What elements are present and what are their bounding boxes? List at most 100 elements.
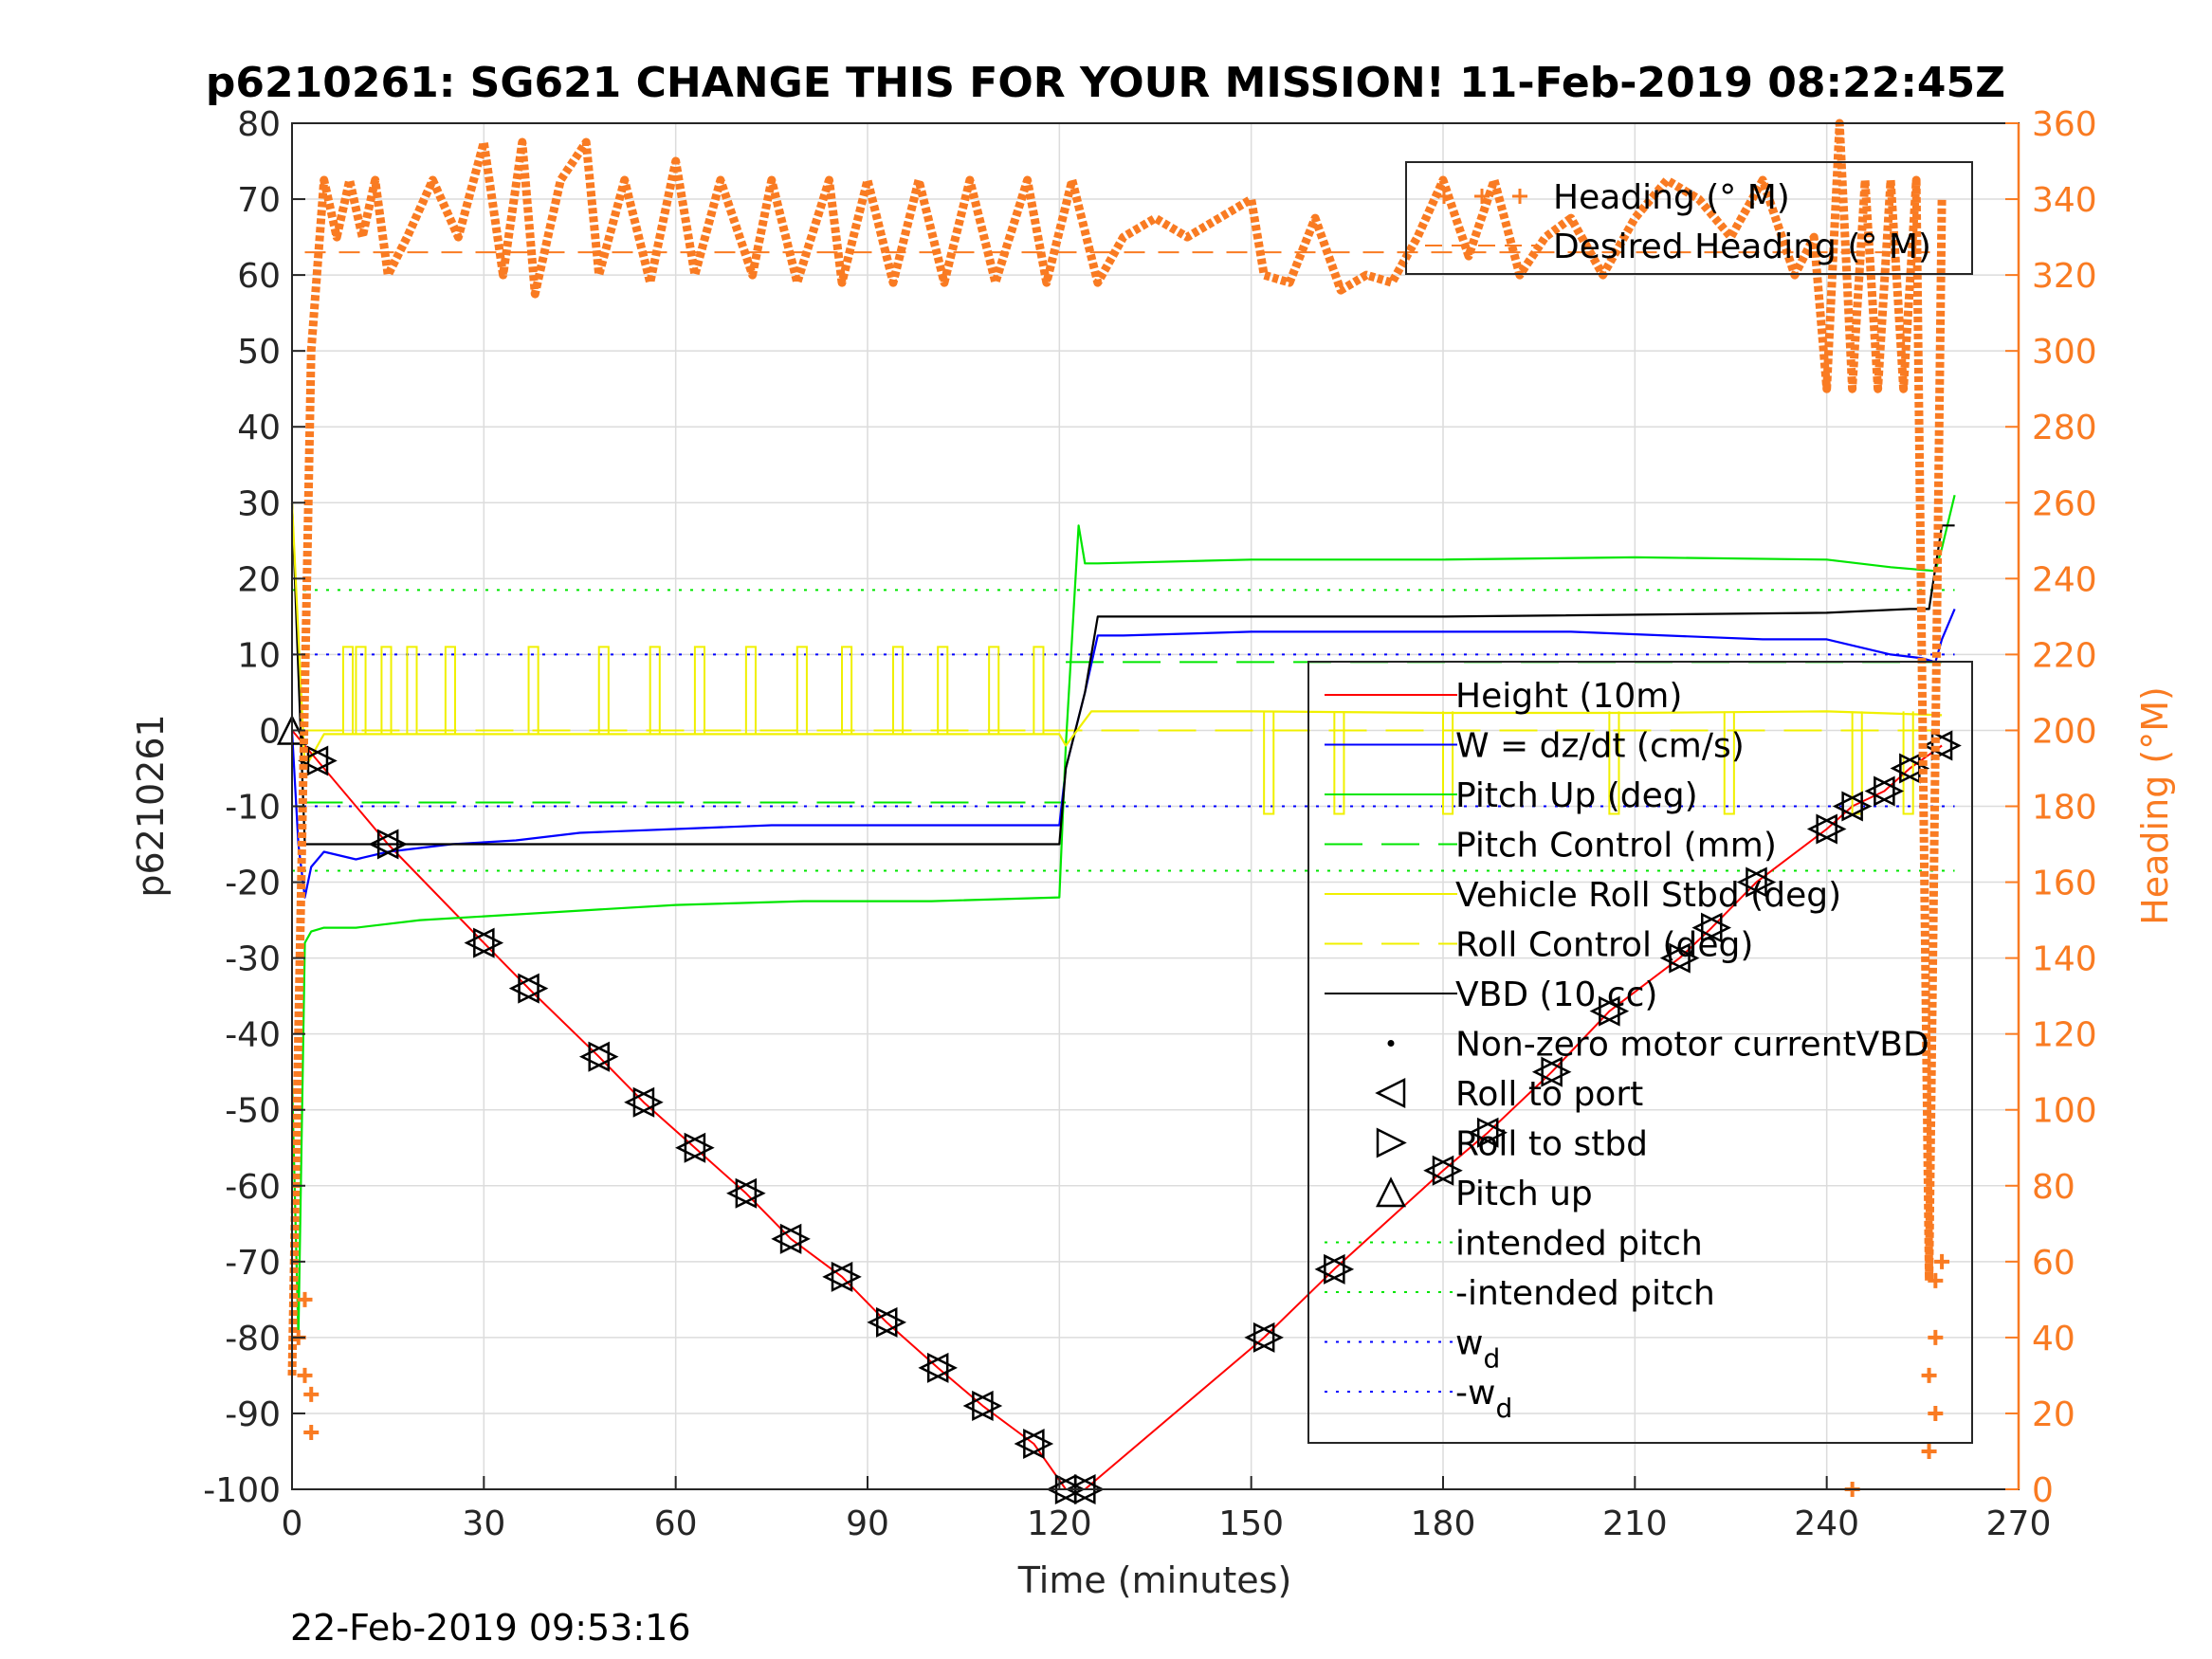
- roll-spike: [693, 646, 706, 735]
- y2-tick-label: 120: [2032, 1016, 2097, 1055]
- x-tick-label: 90: [846, 1504, 889, 1543]
- roll-marker: [1244, 1322, 1275, 1353]
- x-tick-label: 150: [1218, 1504, 1284, 1543]
- legend-label: Roll to port: [1455, 1075, 1643, 1114]
- roll-spike: [1851, 711, 1863, 815]
- roll-spike: [841, 646, 853, 735]
- y-tick-label: 80: [237, 105, 281, 144]
- roll-spike: [406, 646, 418, 735]
- roll-marker: [1806, 813, 1837, 845]
- roll-marker: [1659, 942, 1691, 974]
- roll-marker: [1541, 1056, 1572, 1087]
- roll-marker: [1669, 942, 1700, 974]
- roll-marker: [632, 1086, 664, 1118]
- roll-marker: [1599, 995, 1630, 1027]
- roll-marker: [1014, 1428, 1045, 1459]
- roll-marker: [518, 973, 549, 1004]
- y2-tick-label: 40: [2032, 1320, 2075, 1358]
- legend-swatch: [1387, 1040, 1395, 1047]
- roll-marker: [508, 973, 539, 1004]
- y2-tick-label: 100: [2032, 1092, 2097, 1131]
- legend-label: W = dz/dt (cm/s): [1455, 727, 1745, 766]
- roll-marker: [1023, 1428, 1054, 1459]
- roll-spike: [937, 646, 949, 735]
- y2-tick-label: 300: [2032, 333, 2097, 372]
- roll-marker: [1314, 1253, 1345, 1285]
- roll-spike: [341, 646, 355, 735]
- y-tick-label: -60: [225, 1168, 281, 1207]
- x-axis-label: Time (minutes): [1017, 1559, 1292, 1601]
- y-tick-label: 70: [237, 181, 281, 220]
- y-tick-label: -90: [225, 1395, 281, 1434]
- roll-marker: [1899, 753, 1930, 784]
- roll-marker: [1841, 791, 1873, 822]
- y-tick-label: -80: [225, 1320, 281, 1358]
- heading-plus-marker: [1934, 1253, 1950, 1269]
- roll-marker: [1691, 912, 1723, 943]
- roll-spike: [1442, 711, 1454, 815]
- roll-spike: [527, 646, 539, 735]
- roll-marker: [726, 1177, 758, 1209]
- y-axis-left: -100-90-80-70-60-50-40-30-20-10010203040…: [203, 105, 305, 1510]
- y2-tick-label: 280: [2032, 409, 2097, 447]
- legend-label: Non-zero motor currentVBD: [1455, 1026, 1929, 1065]
- roll-marker: [875, 1306, 907, 1338]
- roll-spike: [1723, 711, 1735, 815]
- roll-spike: [444, 646, 456, 735]
- legend-main-box: [1307, 661, 1973, 1444]
- x-tick-label: 270: [1986, 1504, 2052, 1543]
- legend-top-swatch: [1512, 189, 1527, 204]
- x-tick-label: 240: [1794, 1504, 1859, 1543]
- x-tick-label: 210: [1602, 1504, 1668, 1543]
- y-axis-right: 0 20 40 60 80 100 120 140 160 180 200 220 240 260 280 3…: [2005, 105, 2097, 1510]
- roll-marker: [918, 1352, 949, 1383]
- roll-marker: [1746, 866, 1777, 898]
- y-tick-label: -20: [225, 865, 281, 903]
- y2-tick-label: 160: [2032, 865, 2097, 903]
- y2-tick-label: 360: [2032, 105, 2097, 144]
- y-tick-label: 50: [237, 333, 281, 372]
- heading-plus-marker: [297, 1367, 313, 1383]
- roll-marker: [1864, 775, 1895, 807]
- heading-plus-marker: [1928, 1329, 1944, 1345]
- legend-label: Height (10m): [1455, 677, 1682, 716]
- legend-top-swatch: [1474, 189, 1490, 204]
- y-axis-label: p6210261: [130, 714, 172, 897]
- x-tick-label: 120: [1027, 1504, 1092, 1543]
- y2-tick-label: 240: [2032, 560, 2097, 599]
- roll-marker: [972, 1390, 1003, 1421]
- series-line-4: [290, 502, 1943, 770]
- y-tick-label: -10: [225, 789, 281, 828]
- roll-marker: [1874, 775, 1905, 807]
- roll-spike: [1033, 646, 1045, 735]
- y2-tick-label: 20: [2032, 1395, 2075, 1434]
- timestamp: 22-Feb-2019 09:53:16: [290, 1607, 691, 1649]
- roll-marker: [306, 745, 338, 776]
- roll-marker: [1890, 753, 1921, 784]
- roll-marker: [1476, 1117, 1508, 1148]
- reference-lines: [292, 251, 1955, 872]
- legend-label: Roll to stbd: [1455, 1125, 1648, 1164]
- roll-marker: [1324, 1253, 1355, 1285]
- roll-marker: [1816, 813, 1847, 845]
- legend-label: VBD (10 cc): [1455, 975, 1657, 1014]
- roll-spike: [649, 646, 661, 735]
- roll-marker: [1252, 1322, 1284, 1353]
- x-tick-label: 180: [1411, 1504, 1476, 1543]
- roll-spike: [1333, 711, 1345, 815]
- roll-marker: [822, 1261, 853, 1292]
- roll-spike: [744, 646, 757, 735]
- y-tick-label: -70: [225, 1244, 281, 1283]
- roll-marker: [962, 1390, 994, 1421]
- series-line-3: [290, 502, 1955, 846]
- roll-marker: [1423, 1155, 1454, 1186]
- roll-spike: [795, 646, 808, 735]
- roll-marker: [831, 1261, 862, 1292]
- roll-marker: [1468, 1117, 1499, 1148]
- roll-spike: [355, 646, 367, 735]
- roll-marker: [867, 1306, 898, 1338]
- chart-title: p6210261: SG621 CHANGE THIS FOR YOUR MIS…: [206, 59, 2005, 107]
- y2-tick-label: 340: [2032, 181, 2097, 220]
- x-tick-label: 30: [462, 1504, 505, 1543]
- heading-plus-marker: [303, 1424, 320, 1440]
